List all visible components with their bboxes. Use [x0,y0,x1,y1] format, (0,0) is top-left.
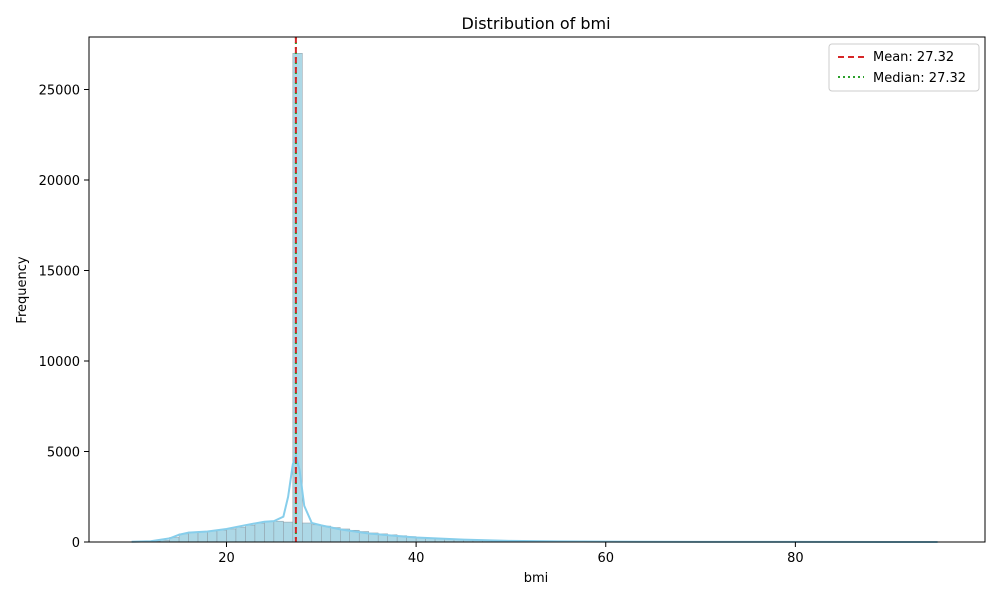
histogram-bar [207,530,218,543]
x-axis-ticks: 20 40 60 80 [218,542,804,566]
x-tick-label: 20 [218,551,235,566]
histogram-bar [283,521,294,543]
plot-frame [88,36,986,543]
x-tick-label: 40 [408,551,425,566]
histogram-bar [235,526,246,543]
y-axis-label: Frequency [15,256,30,323]
histogram-bars [131,53,948,543]
legend-box [828,43,980,92]
legend-mean-label: Mean: 27.32 [873,50,954,65]
x-tick-label: 80 [787,551,804,566]
y-tick-label: 20000 [39,174,80,189]
histogram-bar [273,520,284,543]
y-tick-label: 15000 [39,264,80,279]
histogram-bar [254,522,265,543]
x-axis-label: bmi [524,571,549,586]
x-tick-label: 60 [597,551,614,566]
histogram-bar [311,524,322,543]
chart-title: Distribution of bmi [461,14,610,33]
y-tick-label: 25000 [39,83,80,98]
y-tick-label: 10000 [39,355,80,370]
histogram-bar [264,521,275,543]
histogram-bar [216,529,227,543]
histogram-bar [302,522,313,543]
legend: Mean: 27.32 Median: 27.32 [828,43,980,92]
legend-median-label: Median: 27.32 [873,71,966,86]
histogram-bar [226,528,237,543]
histogram-bar [321,525,332,543]
y-tick-label: 5000 [47,445,80,460]
y-tick-label: 0 [72,536,80,551]
histogram-bar [188,531,199,543]
histogram-bar [197,531,208,543]
histogram-bar [292,53,303,543]
y-axis-ticks: 0 5000 10000 15000 20000 25000 [39,83,89,551]
histogram-bar [245,524,256,543]
kde-line [131,452,938,543]
